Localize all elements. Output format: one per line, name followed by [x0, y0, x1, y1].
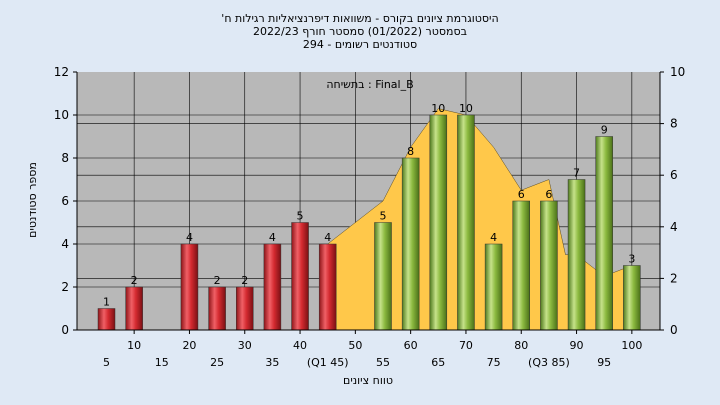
chart-title: 'היסטוגרמת ציונים בקורס - משוואות דיפרנצ…	[221, 12, 498, 51]
y-axis-label: מספר סטודנטים	[26, 162, 39, 238]
title-line-3: סטודנטים רשומים - 294	[303, 38, 417, 51]
x-tick-lower-15: 15	[155, 356, 169, 369]
bar-label-75: 4	[490, 231, 497, 244]
bar-label-65: 10	[431, 102, 445, 115]
x-tick-lower-75: 75	[487, 356, 501, 369]
left-tick-label-8: 8	[61, 151, 69, 165]
x-tick-lower-85: (Q3 85)	[528, 356, 570, 369]
x-ticks-lower: 5 15 25 35 (Q1 45) 55 65 75 (Q3 85) 95	[103, 356, 611, 369]
bar-80	[512, 200, 530, 331]
bar-70	[457, 114, 475, 331]
x-tick-upper-30: 30	[238, 339, 252, 352]
bar-label-90: 7	[573, 167, 580, 180]
bar-label-5: 1	[103, 296, 110, 309]
left-tick-label-4: 4	[61, 237, 69, 251]
left-tick-label-0: 0	[61, 323, 69, 337]
bar-85	[540, 200, 558, 331]
bar-55	[374, 222, 392, 331]
bar-75	[484, 243, 503, 331]
bar-label-20: 4	[186, 231, 193, 244]
chart-annotation: בתשיחה : Final_B	[326, 78, 413, 91]
x-tick-lower-5: 5	[103, 356, 110, 369]
x-tick-upper-90: 90	[570, 339, 584, 352]
bar-label-95: 9	[601, 124, 608, 137]
x-tick-upper-40: 40	[293, 339, 307, 352]
right-tick-label-10: 10	[670, 65, 685, 79]
x-axis-label: טווח ציונים	[343, 374, 393, 387]
right-tick-label-4: 4	[670, 220, 678, 234]
left-y-ticks: 0 2 4 6 8 10 12	[54, 65, 77, 337]
x-tick-lower-95: 95	[597, 356, 611, 369]
bar-100	[623, 265, 641, 331]
x-ticks-upper: 10 20 30 40 50 60 70 80 90 100	[127, 330, 642, 352]
x-tick-upper-20: 20	[182, 339, 196, 352]
bar-40	[291, 222, 309, 331]
x-tick-upper-70: 70	[459, 339, 473, 352]
left-tick-label-6: 6	[61, 194, 69, 208]
bar-60	[401, 157, 420, 331]
right-tick-label-0: 0	[670, 323, 678, 337]
right-tick-label-2: 2	[670, 271, 678, 285]
bar-65	[429, 114, 448, 331]
bar-95	[595, 136, 613, 331]
bar-label-25: 2	[214, 274, 221, 287]
bar-label-55: 5	[380, 210, 387, 223]
right-tick-label-6: 6	[670, 168, 678, 182]
left-tick-label-2: 2	[61, 280, 69, 294]
x-tick-lower-25: 25	[210, 356, 224, 369]
x-tick-upper-80: 80	[514, 339, 528, 352]
bar-label-70: 10	[459, 102, 473, 115]
right-y-ticks: 0 2 4 6 8 10	[660, 65, 685, 337]
left-tick-label-12: 12	[54, 65, 69, 79]
title-line-2: בסמסטר (01/2022) סמסטר חורף 2022/23	[253, 25, 467, 38]
bar-label-100: 3	[628, 253, 635, 266]
bar-20	[180, 243, 199, 331]
x-tick-lower-65: 65	[431, 356, 445, 369]
bar-label-35: 4	[269, 231, 276, 244]
bar-45	[318, 243, 337, 331]
title-line-1: 'היסטוגרמת ציונים בקורס - משוואות דיפרנצ…	[221, 12, 498, 25]
bar-5	[97, 308, 116, 331]
bar-label-30: 2	[241, 274, 248, 287]
bar-label-40: 5	[297, 210, 304, 223]
bar-30	[236, 286, 254, 331]
bar-label-10: 2	[131, 274, 138, 287]
bar-label-45: 4	[324, 231, 331, 244]
left-tick-label-10: 10	[54, 108, 69, 122]
x-tick-upper-60: 60	[404, 339, 418, 352]
x-tick-lower-45: (Q1 45)	[307, 356, 349, 369]
bar-35	[263, 243, 282, 331]
x-tick-upper-100: 100	[621, 339, 642, 352]
bar-90	[567, 179, 586, 331]
bar-label-85: 6	[545, 188, 552, 201]
bars-group	[97, 114, 641, 331]
x-tick-upper-50: 50	[348, 339, 362, 352]
x-tick-lower-35: 35	[265, 356, 279, 369]
bar-label-80: 6	[518, 188, 525, 201]
x-tick-lower-55: 55	[376, 356, 390, 369]
bar-labels-group: 1 2 4 2 2 4 5 4 5 8 10 10 4 6 6 7 9 3	[103, 102, 635, 309]
x-tick-upper-10: 10	[127, 339, 141, 352]
bar-25	[208, 286, 226, 331]
right-tick-label-8: 8	[670, 117, 678, 131]
bar-10	[125, 286, 143, 331]
bar-label-60: 8	[407, 145, 414, 158]
